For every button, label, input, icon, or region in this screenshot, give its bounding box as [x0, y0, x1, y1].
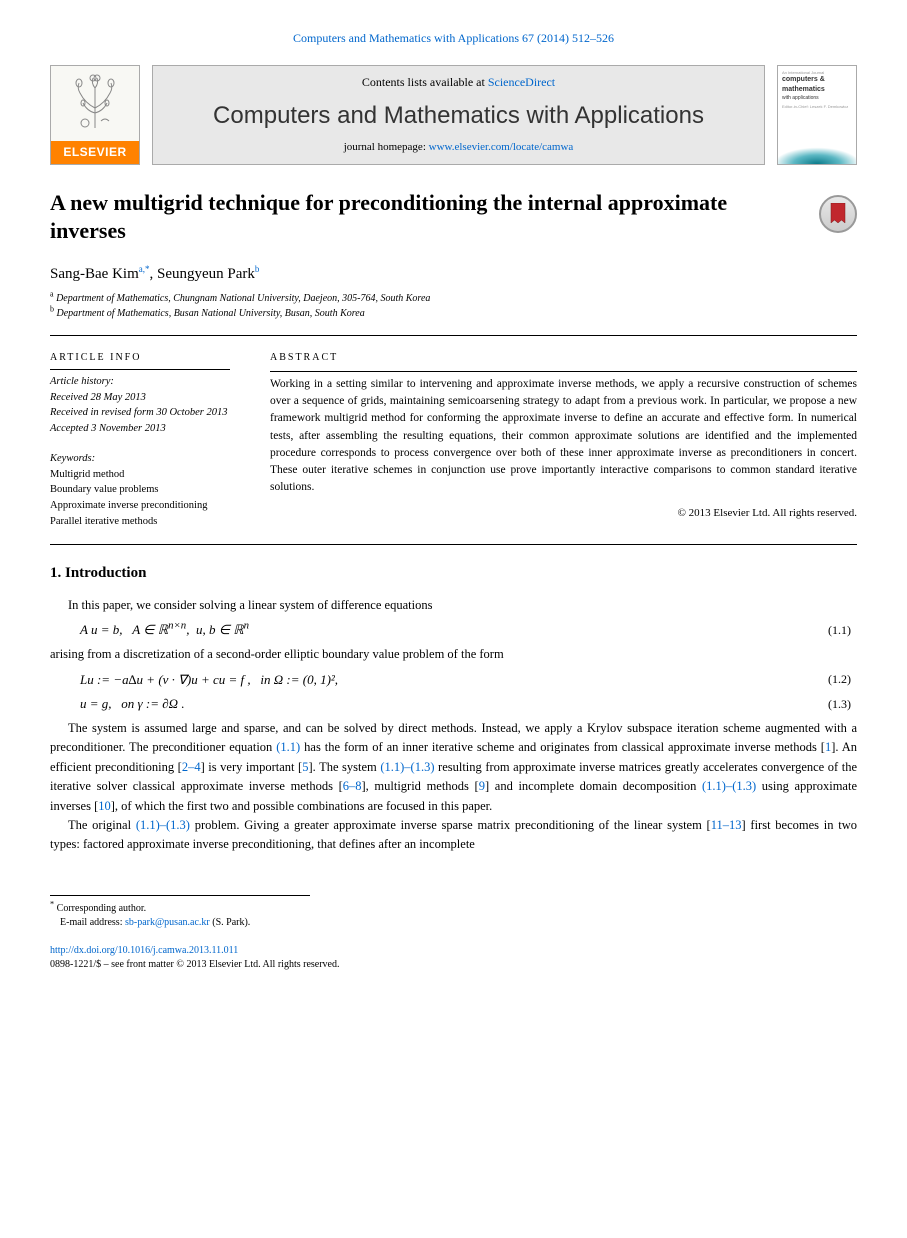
- author-1-corr[interactable]: *: [145, 264, 150, 274]
- history-received: Received 28 May 2013: [50, 390, 230, 406]
- ref-eq-range-2[interactable]: (1.1)–(1.3): [702, 779, 756, 793]
- ref-eq-1-1[interactable]: (1.1): [276, 740, 300, 754]
- keyword-2: Boundary value problems: [50, 482, 230, 498]
- ref-11-13[interactable]: 11–13: [711, 818, 742, 832]
- crossmark-icon[interactable]: [819, 195, 857, 233]
- footnotes: * Corresponding author. E-mail address: …: [50, 895, 310, 930]
- homepage-link[interactable]: www.elsevier.com/locate/camwa: [429, 141, 574, 153]
- elsevier-logo: ELSEVIER: [50, 65, 140, 165]
- sciencedirect-link[interactable]: ScienceDirect: [488, 75, 555, 89]
- ref-10[interactable]: 10: [98, 799, 111, 813]
- copyright: © 2013 Elsevier Ltd. All rights reserved…: [270, 505, 857, 522]
- abstract-head: ABSTRACT: [270, 350, 857, 365]
- keyword-4: Parallel iterative methods: [50, 514, 230, 530]
- p3b: has the form of an inner iterative schem…: [300, 740, 825, 754]
- journal-banner: Contents lists available at ScienceDirec…: [152, 65, 765, 165]
- ref-2-4[interactable]: 2–4: [182, 760, 201, 774]
- section-heading: 1. Introduction: [50, 563, 857, 584]
- intro-p2: arising from a discretization of a secon…: [50, 645, 857, 664]
- keyword-3: Approximate inverse preconditioning: [50, 498, 230, 514]
- abstract: ABSTRACT Working in a setting similar to…: [270, 350, 857, 530]
- intro-p1: In this paper, we consider solving a lin…: [50, 596, 857, 615]
- cover-thumbnail: An International Journal computers & mat…: [777, 65, 857, 165]
- eq1-num: (1.1): [828, 622, 857, 639]
- equation-1: A u = b, A ∈ ℝn×n, u, b ∈ ℝn (1.1): [50, 621, 857, 639]
- eq1-sup: n×n: [168, 620, 186, 632]
- bottom-info: http://dx.doi.org/10.1016/j.camwa.2013.1…: [50, 944, 857, 972]
- p3h: ] and incomplete domain decomposition: [485, 779, 702, 793]
- issn-line: 0898-1221/$ – see front matter © 2013 El…: [50, 958, 857, 972]
- author-1: Sang-Bae Kim: [50, 266, 139, 282]
- cover-title: computers & mathematics: [782, 75, 852, 95]
- article-info-head: ARTICLE INFO: [50, 350, 230, 365]
- p3e: ]. The system: [308, 760, 380, 774]
- doi-link[interactable]: http://dx.doi.org/10.1016/j.camwa.2013.1…: [50, 945, 238, 956]
- homepage-prefix: journal homepage:: [344, 141, 429, 153]
- eq2-num: (1.2): [828, 671, 857, 688]
- affil-a: Department of Mathematics, Chungnam Nati…: [56, 293, 430, 304]
- masthead: ELSEVIER Contents lists available at Sci…: [50, 65, 857, 165]
- p4a: The original: [68, 818, 136, 832]
- email-tail: (S. Park).: [210, 917, 251, 928]
- keywords-head: Keywords:: [50, 451, 230, 467]
- eq3-body: u = g, on γ := ∂Ω .: [50, 695, 828, 713]
- cover-sub: with applications: [782, 95, 852, 102]
- eq1-body: A u = b, A ∈ ℝ: [80, 622, 168, 637]
- authors: Sang-Bae Kima,*, Seungyeun Parkb: [50, 264, 857, 285]
- article-info: ARTICLE INFO Article history: Received 2…: [50, 350, 230, 530]
- author-2-affil[interactable]: b: [255, 264, 260, 274]
- keyword-1: Multigrid method: [50, 467, 230, 483]
- history-head: Article history:: [50, 374, 230, 390]
- elsevier-tree-icon: [65, 66, 125, 141]
- ref-eq-range-3[interactable]: (1.1)–(1.3): [136, 818, 190, 832]
- homepage-line: journal homepage: www.elsevier.com/locat…: [153, 140, 764, 155]
- meta-row: ARTICLE INFO Article history: Received 2…: [50, 350, 857, 530]
- running-head: Computers and Mathematics with Applicati…: [50, 30, 857, 47]
- abstract-text: Working in a setting similar to interven…: [270, 376, 857, 497]
- journal-name: Computers and Mathematics with Applicati…: [153, 99, 764, 133]
- contents-prefix: Contents lists available at: [362, 75, 488, 89]
- eq3-num: (1.3): [828, 696, 857, 713]
- eq2-body: Lu := −a∆u + (v · ∇)u + cu = f , in Ω :=…: [50, 671, 828, 689]
- elsevier-brand: ELSEVIER: [51, 141, 139, 164]
- ref-eq-range-1[interactable]: (1.1)–(1.3): [380, 760, 434, 774]
- intro-p3: The system is assumed large and sparse, …: [50, 719, 857, 816]
- p3j: ], of which the first two and possible c…: [111, 799, 493, 813]
- history-revised: Received in revised form 30 October 2013: [50, 405, 230, 421]
- corr-note: Corresponding author.: [57, 903, 146, 914]
- eq1-sup2: n: [244, 620, 249, 632]
- p4b: problem. Giving a greater approximate in…: [190, 818, 711, 832]
- p3g: ], multigrid methods [: [361, 779, 478, 793]
- affiliations: a Department of Mathematics, Chungnam Na…: [50, 291, 857, 321]
- ref-6-8[interactable]: 6–8: [343, 779, 362, 793]
- author-2: Seungyeun Park: [157, 266, 255, 282]
- affil-b: Department of Mathematics, Busan Nationa…: [57, 308, 365, 319]
- contents-line: Contents lists available at ScienceDirec…: [153, 74, 764, 91]
- history-accepted: Accepted 3 November 2013: [50, 421, 230, 437]
- equation-2: Lu := −a∆u + (v · ∇)u + cu = f , in Ω :=…: [50, 671, 857, 689]
- article-title: A new multigrid technique for preconditi…: [50, 189, 799, 246]
- equation-3: u = g, on γ := ∂Ω . (1.3): [50, 695, 857, 713]
- email-label: E-mail address:: [60, 917, 125, 928]
- intro-p4: The original (1.1)–(1.3) problem. Giving…: [50, 816, 857, 855]
- email-link[interactable]: sb-park@pusan.ac.kr: [125, 917, 210, 928]
- p3d: ] is very important [: [201, 760, 303, 774]
- eq1-tail: , u, b ∈ ℝ: [186, 622, 243, 637]
